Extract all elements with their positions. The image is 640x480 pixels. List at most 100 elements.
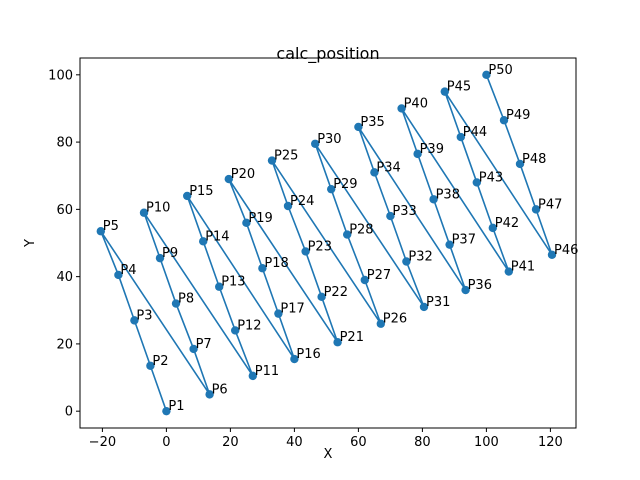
data-point-label: P36 (468, 278, 492, 293)
data-point-label: P37 (452, 233, 476, 248)
data-point-label: P29 (333, 177, 357, 192)
data-point-label: P49 (506, 108, 530, 123)
data-point-label: P42 (495, 216, 519, 231)
data-point-marker (205, 390, 214, 399)
x-tick-label: 100 (474, 435, 499, 450)
x-tick-label: 0 (162, 435, 170, 450)
chart-title: calc_position (276, 44, 379, 64)
series-line (100, 74, 553, 412)
data-point-marker (301, 247, 310, 256)
data-point-label: P28 (349, 223, 373, 238)
data-point-marker (445, 240, 454, 249)
data-point-marker (189, 344, 198, 354)
x-axis-label: X (324, 447, 333, 462)
data-point-marker (267, 156, 277, 165)
data-point-label: P30 (317, 132, 341, 147)
data-point-label: P24 (290, 194, 314, 209)
data-point-label: P39 (420, 142, 444, 157)
data-point-label: P21 (340, 330, 364, 345)
data-point-marker (146, 361, 155, 370)
data-point-marker (333, 338, 342, 347)
data-point-marker (155, 253, 165, 263)
data-point-marker (258, 264, 267, 273)
x-tick-label: 40 (286, 435, 303, 450)
data-point-label: P45 (447, 80, 471, 95)
data-point-marker (515, 159, 525, 169)
data-point-marker (504, 267, 513, 276)
data-point-label: P50 (488, 63, 512, 78)
data-point-marker (242, 218, 251, 228)
data-point-label: P32 (408, 250, 432, 265)
data-point-marker (461, 285, 470, 295)
data-point-marker (402, 257, 411, 266)
y-axis-label: Y (23, 239, 38, 248)
data-point-marker (419, 302, 429, 312)
axes-frame (79, 57, 577, 429)
data-point-marker (311, 139, 320, 148)
data-point-marker (317, 292, 326, 302)
data-point-label: P10 (146, 201, 170, 216)
data-point-marker (370, 168, 379, 177)
data-point-label: P19 (248, 211, 272, 226)
data-point-marker (199, 237, 208, 246)
data-point-marker (248, 371, 257, 381)
x-tick-label: 20 (222, 435, 239, 450)
data-point-marker (224, 174, 233, 184)
data-point-label: P9 (162, 246, 178, 261)
data-point-marker (440, 87, 449, 96)
data-point-label: P16 (296, 347, 320, 362)
data-point-marker (413, 149, 422, 159)
data-point-label: P34 (376, 160, 400, 175)
data-point-label: P25 (274, 149, 298, 164)
data-point-marker (456, 132, 465, 142)
data-point-marker (386, 211, 395, 221)
data-point-label: P48 (522, 152, 546, 167)
data-point-marker (290, 354, 299, 364)
y-tick-label: 20 (56, 337, 73, 352)
data-point-label: P15 (189, 184, 213, 199)
data-point-label: P38 (436, 187, 460, 202)
data-point-label: P17 (280, 302, 304, 317)
y-tick-label: 80 (56, 136, 73, 151)
y-tick-label: 100 (48, 68, 73, 83)
data-point-label: P22 (324, 285, 348, 300)
data-point-marker (114, 270, 123, 280)
data-point-marker (139, 208, 149, 217)
data-point-marker (283, 201, 293, 211)
data-point-label: P20 (231, 167, 255, 182)
data-point-marker (171, 299, 181, 308)
data-point-marker (547, 250, 557, 259)
data-point-marker (162, 406, 171, 416)
data-point-marker (183, 191, 192, 201)
data-point-marker (231, 326, 240, 335)
data-point-marker (96, 227, 106, 236)
data-point-label: P35 (360, 115, 384, 130)
data-point-marker (499, 116, 509, 125)
data-point-label: P5 (103, 219, 119, 234)
data-point-label: P33 (392, 204, 416, 219)
data-point-marker (274, 309, 283, 318)
x-tick-label: 80 (414, 435, 431, 450)
data-point-label: P46 (554, 243, 578, 258)
data-point-label: P1 (168, 399, 184, 414)
x-tick-label: −20 (89, 435, 116, 450)
data-point-marker (429, 195, 438, 204)
data-point-marker (215, 282, 224, 291)
data-point-marker (488, 223, 497, 233)
data-point-marker (397, 104, 406, 113)
data-point-marker (531, 205, 541, 214)
data-point-marker (376, 319, 385, 328)
data-point-marker (354, 122, 363, 132)
data-point-label: P31 (426, 295, 450, 310)
data-point-label: P4 (120, 263, 136, 278)
x-tick-label: 120 (538, 435, 563, 450)
plot-area: P1 P2 P3 P4 P5 P6 P7 P8 P9 P10 P11 P12 P13 P14 P15 P16 P… (96, 63, 578, 416)
y-tick-label: 0 (65, 405, 73, 420)
data-point-label: P18 (264, 256, 288, 271)
data-point-label: P26 (383, 312, 407, 327)
data-point-label: P14 (205, 229, 229, 244)
data-point-label: P27 (367, 268, 391, 283)
x-tick-label: 60 (350, 435, 367, 450)
data-point-label: P43 (479, 170, 503, 185)
